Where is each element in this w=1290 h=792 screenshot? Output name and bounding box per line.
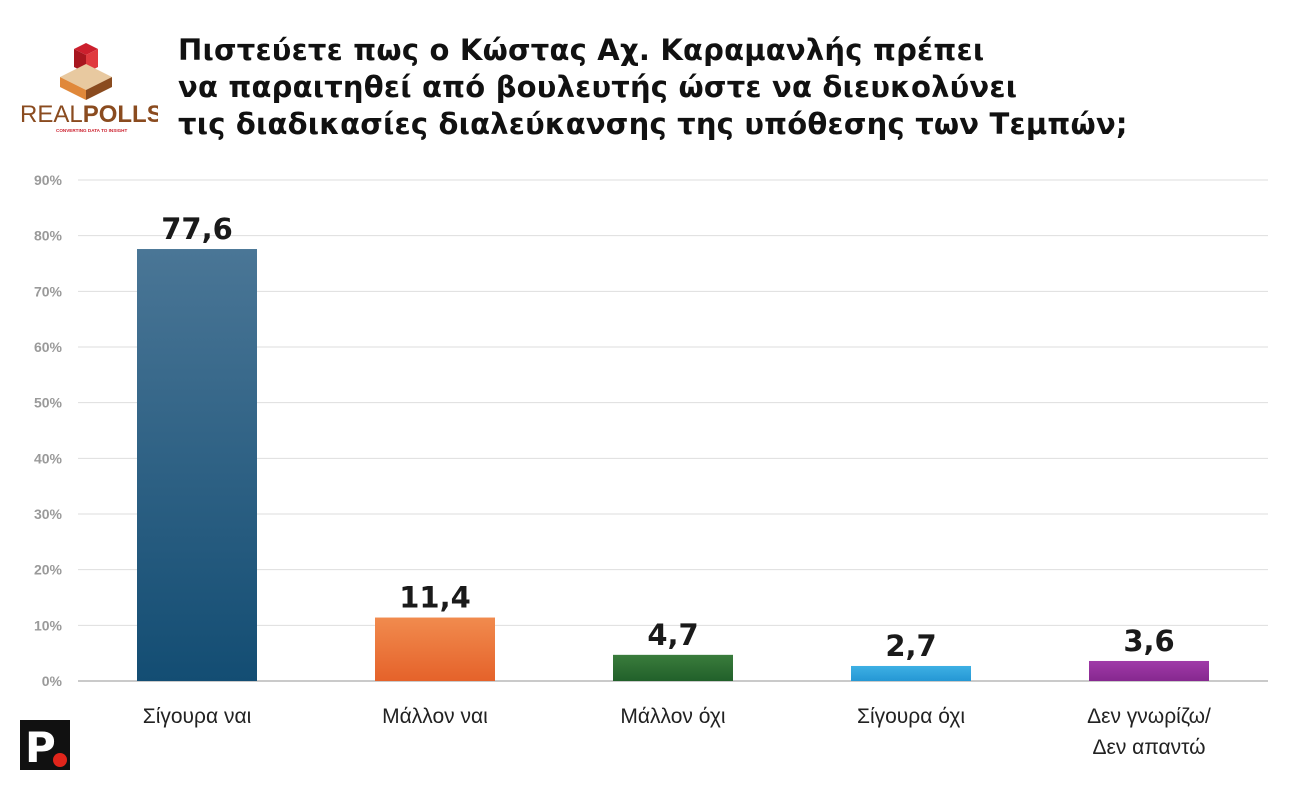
chart-title: Πιστεύετε πως ο Κώστας Αχ. Καραμανλής πρ… — [178, 32, 1268, 143]
data-label: 4,7 — [647, 618, 698, 652]
bar — [851, 665, 971, 681]
y-tick-label: 30% — [34, 506, 63, 522]
bars — [137, 249, 1209, 681]
y-tick-label: 70% — [34, 283, 63, 299]
bar — [613, 654, 733, 681]
svg-text:REALPOLLS: REALPOLLS — [20, 101, 158, 128]
x-tick-label: Σίγουρα ναι — [143, 705, 252, 728]
y-tick-label: 10% — [34, 617, 63, 633]
y-axis: 0% 10% 20% 30% 40% 50% 60% 70% 80% 90% — [34, 172, 63, 689]
y-tick-label: 60% — [34, 339, 63, 355]
bar — [375, 617, 495, 681]
x-tick-label: Σίγουρα όχι — [857, 705, 965, 728]
data-label: 2,7 — [885, 629, 936, 663]
y-tick-label: 0% — [42, 673, 63, 689]
y-tick-label: 20% — [34, 562, 63, 578]
x-tick-label: Δεν γνωρίζω/ — [1087, 705, 1211, 728]
data-label: 77,6 — [161, 212, 233, 246]
bar-chart: 0% 10% 20% 30% 40% 50% 60% 70% 80% 90% 77,6 11,4 4,… — [34, 172, 1268, 759]
realpolls-logo: REALPOLLS CONVERTING DATA TO INSIGHT — [20, 43, 158, 133]
x-tick-label: Μάλλον ναι — [382, 705, 488, 728]
data-label: 3,6 — [1123, 624, 1174, 658]
logo-word-real: REAL — [20, 101, 83, 128]
y-tick-label: 50% — [34, 395, 63, 411]
logo-tagline: CONVERTING DATA TO INSIGHT — [56, 128, 127, 133]
y-tick-label: 80% — [34, 228, 63, 244]
gridlines — [78, 179, 1268, 682]
logo-word-polls: POLLS — [83, 101, 158, 128]
y-tick-label: 90% — [34, 172, 63, 188]
x-axis: Σίγουρα ναι Μάλλον ναι Μάλλον όχι Σίγουρα ό… — [143, 705, 1211, 759]
bar — [137, 249, 257, 681]
title-line: να παραιτηθεί από βουλευτής ώστε να διευ… — [178, 70, 1018, 104]
realpolls-cube-icon — [60, 43, 112, 100]
y-tick-label: 40% — [34, 450, 63, 466]
publisher-badge-icon: P — [20, 720, 70, 770]
bar — [1089, 660, 1209, 681]
x-tick-label: Μάλλον όχι — [620, 705, 725, 728]
x-tick-label: Δεν απαντώ — [1092, 736, 1205, 759]
title-line: Πιστεύετε πως ο Κώστας Αχ. Καραμανλής πρ… — [178, 33, 985, 67]
data-label: 11,4 — [399, 581, 471, 615]
title-line: τις διαδικασίες διαλεύκανσης της υπόθεση… — [178, 107, 1128, 141]
value-labels: 77,6 11,4 4,7 2,7 3,6 — [161, 212, 1174, 663]
badge-letter: P — [25, 723, 56, 770]
